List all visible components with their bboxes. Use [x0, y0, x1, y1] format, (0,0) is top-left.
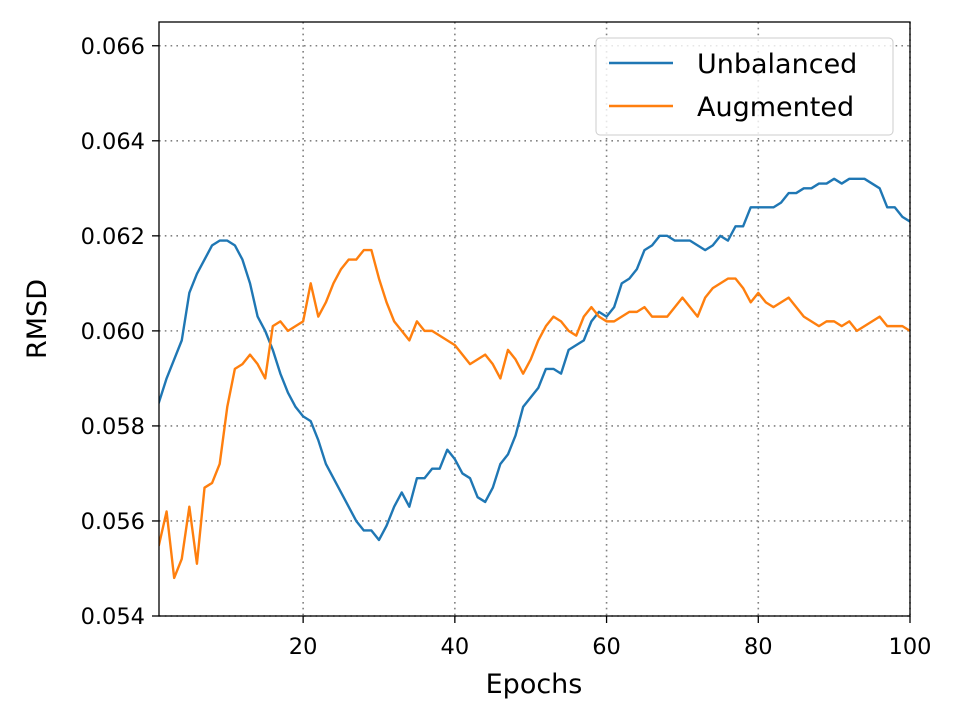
y-tick-label: 0.066	[81, 34, 145, 60]
x-tick-label: 20	[289, 634, 318, 660]
y-tick-label: 0.056	[81, 509, 145, 535]
x-tick-label: 60	[592, 634, 621, 660]
x-axis: 20 40 60 80 100	[289, 616, 932, 660]
x-tick-label: 100	[889, 634, 932, 660]
y-tick-label: 0.064	[81, 129, 145, 155]
y-axis: 0.054 0.056 0.058 0.060 0.062 0.064 0.066	[81, 34, 159, 630]
legend-label-unbalanced: Unbalanced	[697, 49, 857, 80]
legend-label-augmented: Augmented	[697, 92, 854, 123]
plot-frame	[158, 21, 911, 617]
series-line-unbalanced	[159, 177, 910, 542]
series-layer	[159, 177, 910, 580]
x-tick-label: 40	[441, 634, 470, 660]
y-tick-label: 0.060	[81, 319, 145, 345]
y-tick-label: 0.054	[81, 604, 145, 630]
y-tick-label: 0.058	[81, 414, 145, 440]
legend: Unbalanced Augmented	[595, 37, 894, 136]
y-axis-label: RMSD	[22, 279, 53, 359]
x-tick-label: 80	[744, 634, 773, 660]
series-line-augmented	[159, 248, 910, 580]
x-axis-label: Epochs	[486, 669, 583, 700]
y-tick-label: 0.062	[81, 224, 145, 250]
